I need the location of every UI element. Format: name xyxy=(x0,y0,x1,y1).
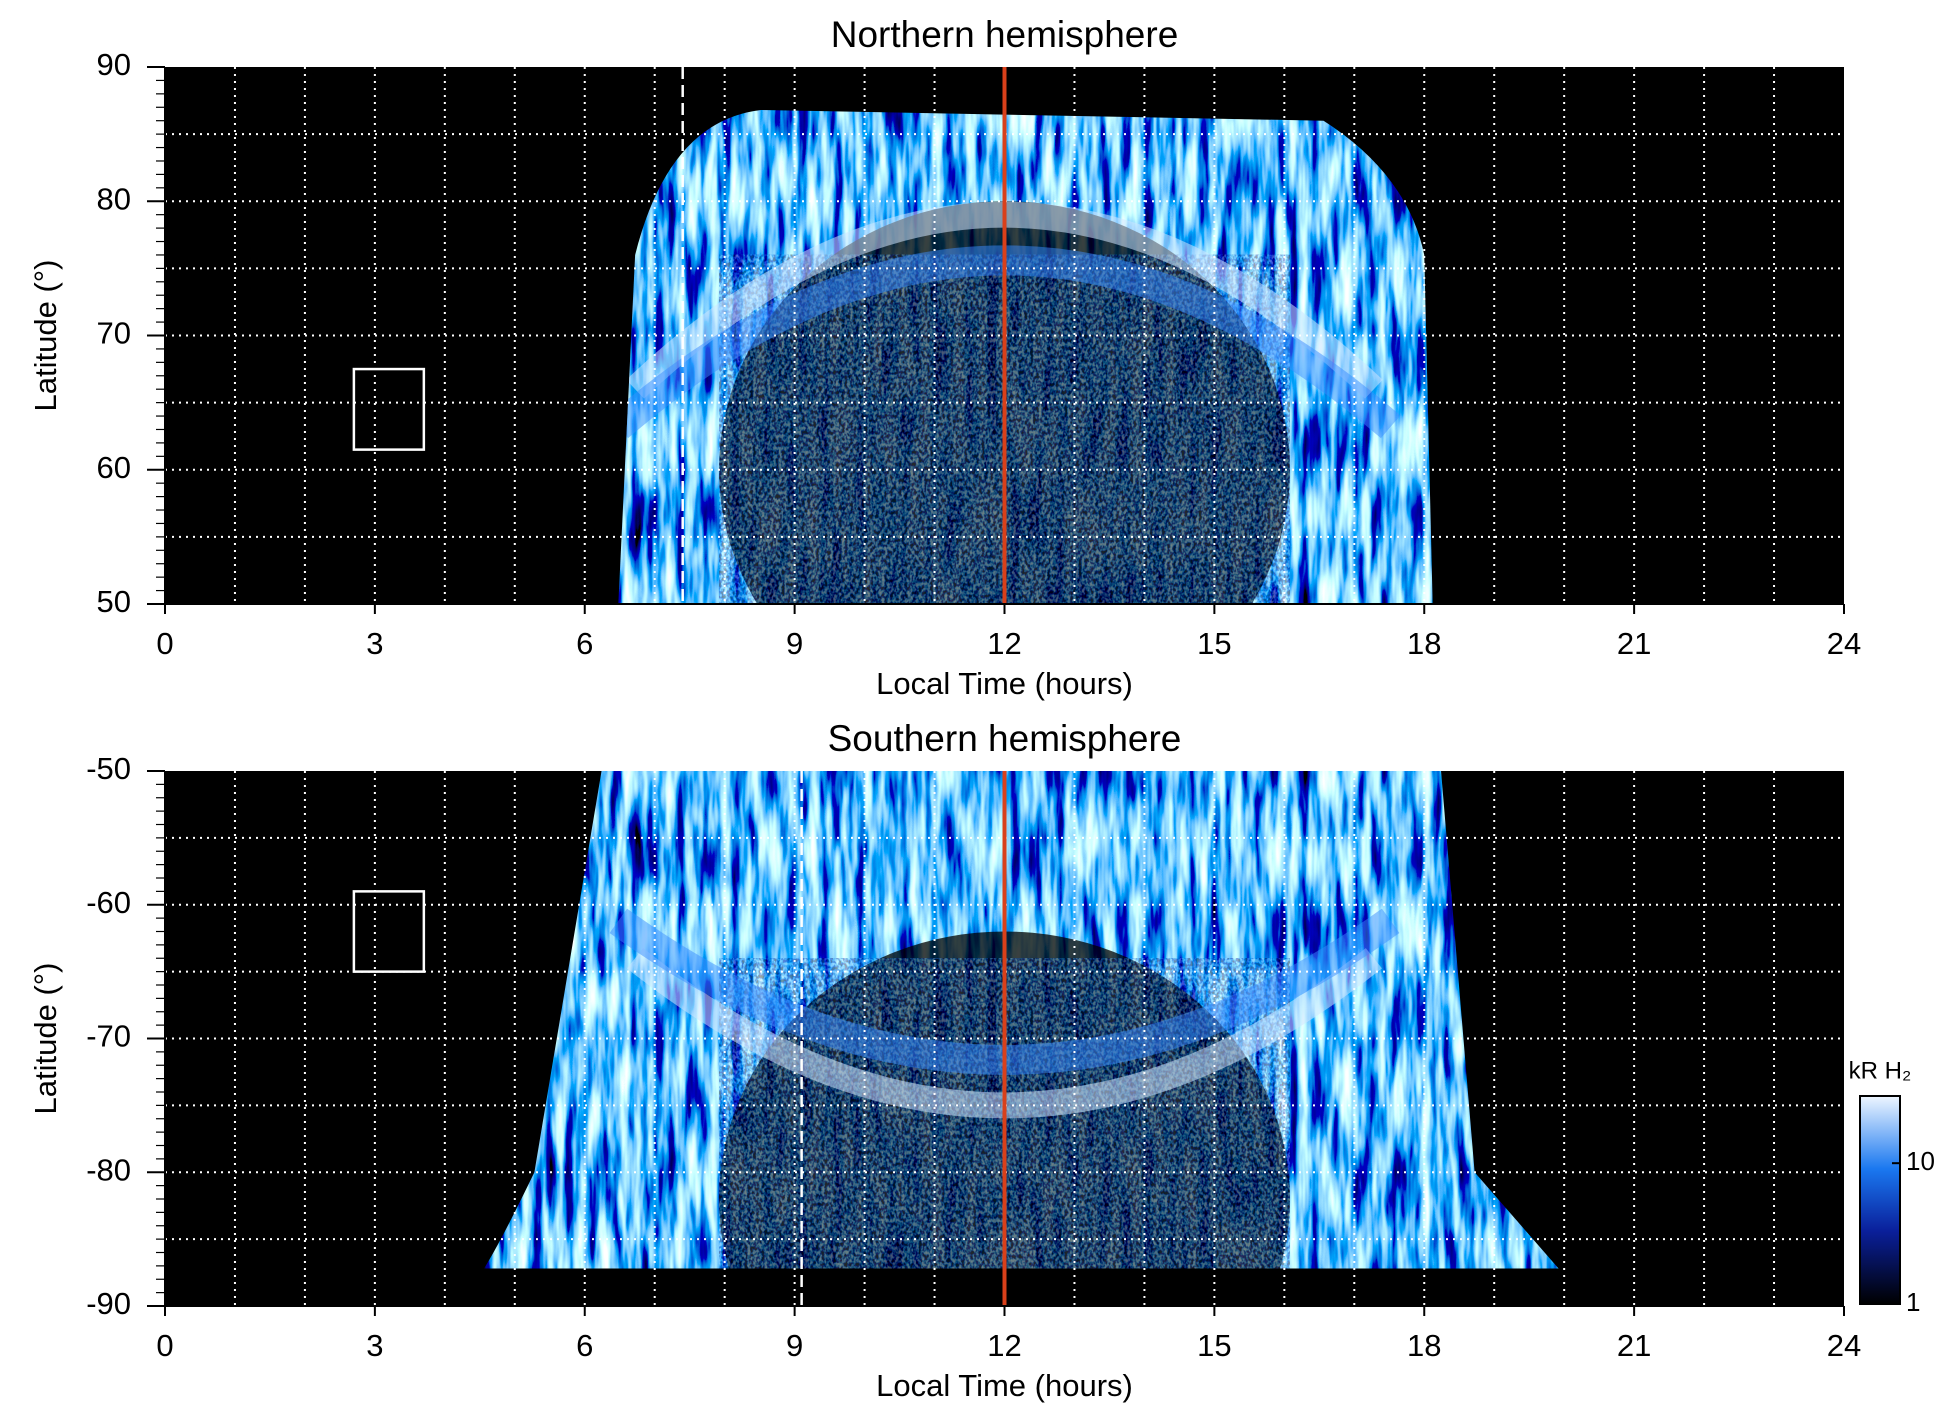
x-tick-label: 9 xyxy=(786,626,803,661)
x-tick-label: 24 xyxy=(1827,626,1861,661)
colorbar-tick-label: 10 xyxy=(1906,1146,1935,1176)
y-axis-label: Latitude (°) xyxy=(28,260,63,412)
x-tick-label: 15 xyxy=(1197,626,1231,661)
chart-title: Northern hemisphere xyxy=(831,14,1179,55)
y-tick-label: -90 xyxy=(86,1286,131,1321)
y-tick-label: -70 xyxy=(86,1019,131,1054)
x-tick-label: 15 xyxy=(1197,1328,1231,1363)
panel: 0 3 6 9 12 15 18 21 24 -90 -80 -70 -60 -50 Southern he… xyxy=(28,718,1935,1403)
colorbar-label: kR H₂ xyxy=(1849,1057,1912,1084)
y-tick-label: -60 xyxy=(86,885,131,920)
y-tick-label: 70 xyxy=(97,316,131,351)
panel: 0 3 6 9 12 15 18 21 24 50 60 70 80 90 Northern hemisph… xyxy=(28,14,1861,701)
x-tick-label: 18 xyxy=(1407,626,1441,661)
region-box xyxy=(352,367,426,451)
chart-title: Southern hemisphere xyxy=(828,718,1182,759)
y-tick-label: -50 xyxy=(86,751,131,786)
x-tick-label: 6 xyxy=(576,1328,593,1363)
colorbar-tick-label: 1 xyxy=(1906,1287,1920,1317)
y-tick-label: 60 xyxy=(97,450,131,485)
x-axis-label: Local Time (hours) xyxy=(876,1368,1133,1403)
y-tick-label: 80 xyxy=(97,181,131,216)
x-tick-label: 6 xyxy=(576,626,593,661)
x-tick-label: 21 xyxy=(1617,1328,1651,1363)
y-axis-label: Latitude (°) xyxy=(28,963,63,1115)
region-box xyxy=(352,890,426,973)
y-tick-label: 50 xyxy=(97,584,131,619)
x-tick-label: 18 xyxy=(1407,1328,1441,1363)
x-tick-label: 3 xyxy=(366,626,383,661)
x-tick-label: 3 xyxy=(366,1328,383,1363)
x-tick-label: 12 xyxy=(987,626,1021,661)
y-tick-label: -80 xyxy=(86,1152,131,1187)
x-tick-label: 9 xyxy=(786,1328,803,1363)
x-tick-label: 0 xyxy=(156,1328,173,1363)
x-tick-label: 24 xyxy=(1827,1328,1861,1363)
y-tick-label: 90 xyxy=(97,47,131,82)
x-tick-label: 12 xyxy=(987,1328,1021,1363)
x-tick-label: 0 xyxy=(156,626,173,661)
x-axis-label: Local Time (hours) xyxy=(876,666,1133,701)
x-tick-label: 21 xyxy=(1617,626,1651,661)
colorbar xyxy=(1859,1095,1901,1305)
